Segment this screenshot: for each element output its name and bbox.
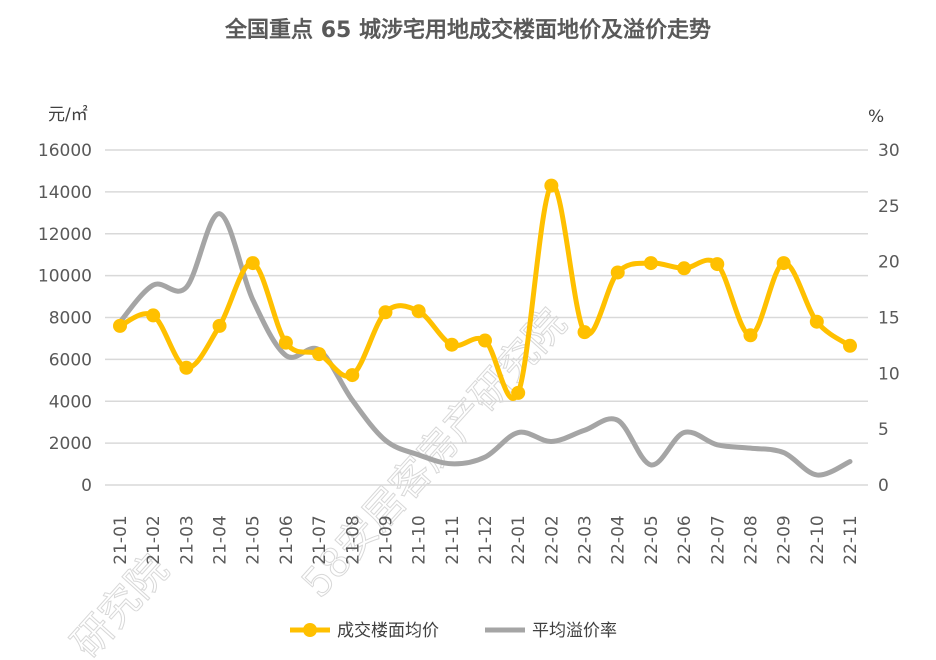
data-point: [710, 257, 725, 272]
data-point: [544, 178, 559, 193]
x-tick-label: 21-06: [277, 515, 297, 564]
right-tick-label: 20: [878, 253, 900, 273]
data-point: [677, 261, 692, 276]
data-point: [212, 318, 227, 333]
x-tick-label: 21-09: [376, 515, 396, 564]
data-point: [113, 318, 127, 333]
x-tick-label: 22-02: [542, 515, 562, 564]
x-tick-label: 21-01: [111, 515, 131, 564]
data-point: [411, 304, 426, 319]
right-tick-label: 15: [878, 309, 900, 329]
left-tick-label: 12000: [38, 225, 92, 245]
x-tick-label: 21-10: [410, 515, 430, 564]
left-tick-label: 14000: [38, 183, 92, 203]
left-tick-label: 2000: [49, 434, 92, 454]
right-tick-label: 5: [878, 420, 889, 440]
data-point: [378, 305, 393, 320]
data-point: [478, 333, 492, 348]
data-point: [610, 265, 625, 280]
left-axis-unit: 元/㎡: [48, 105, 88, 125]
x-tick-label: 22-08: [741, 515, 761, 564]
x-tick-label: 22-03: [576, 515, 596, 564]
x-tick-label: 22-07: [708, 515, 728, 564]
x-tick-label: 21-04: [211, 515, 231, 564]
data-point: [511, 385, 526, 400]
x-tick-label: 21-07: [310, 515, 330, 564]
data-point: [444, 337, 459, 352]
x-tick-label: 22-09: [775, 515, 795, 564]
data-point: [776, 256, 791, 271]
left-tick-label: 16000: [38, 141, 92, 161]
right-tick-label: 25: [878, 197, 900, 217]
x-tick-label: 21-11: [443, 515, 463, 564]
data-point: [743, 328, 758, 343]
data-point: [245, 256, 260, 271]
data-point: [809, 314, 824, 329]
data-point: [312, 347, 327, 362]
x-tick-label: 21-05: [244, 515, 264, 564]
x-tick-label: 21-02: [144, 515, 164, 564]
x-tick-label: 21-08: [343, 515, 363, 564]
legend-label-price: 成交楼面均价: [337, 621, 439, 641]
x-tick-label: 22-10: [808, 515, 828, 564]
watermark-text: 58安居客房产研究院: [293, 300, 575, 606]
left-tick-label: 4000: [49, 392, 92, 412]
legend-marker: [303, 623, 317, 637]
legend: 成交楼面均价 平均溢价率: [290, 621, 617, 641]
x-tick-label: 21-03: [177, 515, 197, 564]
data-point: [643, 256, 658, 271]
x-tick-label: 22-04: [609, 515, 629, 564]
gridlines: [105, 149, 868, 486]
data-point: [843, 338, 857, 353]
data-point: [146, 308, 161, 323]
data-point: [278, 335, 293, 350]
right-tick-label: 0: [878, 476, 889, 496]
legend-label-premium: 平均溢价率: [532, 621, 617, 641]
data-point: [179, 360, 194, 375]
series-line-1: [117, 211, 853, 478]
right-tick-label: 30: [878, 141, 900, 161]
left-tick-label: 6000: [49, 350, 92, 370]
x-tick-label: 22-11: [841, 515, 861, 564]
left-tick-label: 8000: [49, 309, 92, 329]
right-axis-unit: %: [868, 107, 884, 127]
data-point: [577, 325, 592, 340]
x-tick-label: 22-05: [642, 515, 662, 564]
x-tick-label: 21-12: [476, 515, 496, 564]
right-tick-label: 10: [878, 364, 900, 384]
x-tick-label: 22-06: [675, 515, 695, 564]
left-tick-label: 0: [81, 476, 92, 496]
left-tick-label: 10000: [38, 267, 92, 287]
x-tick-label: 22-01: [509, 515, 529, 564]
chart-title: 全国重点 65 城涉宅用地成交楼面地价及溢价走势: [225, 18, 711, 43]
data-point: [345, 368, 360, 383]
